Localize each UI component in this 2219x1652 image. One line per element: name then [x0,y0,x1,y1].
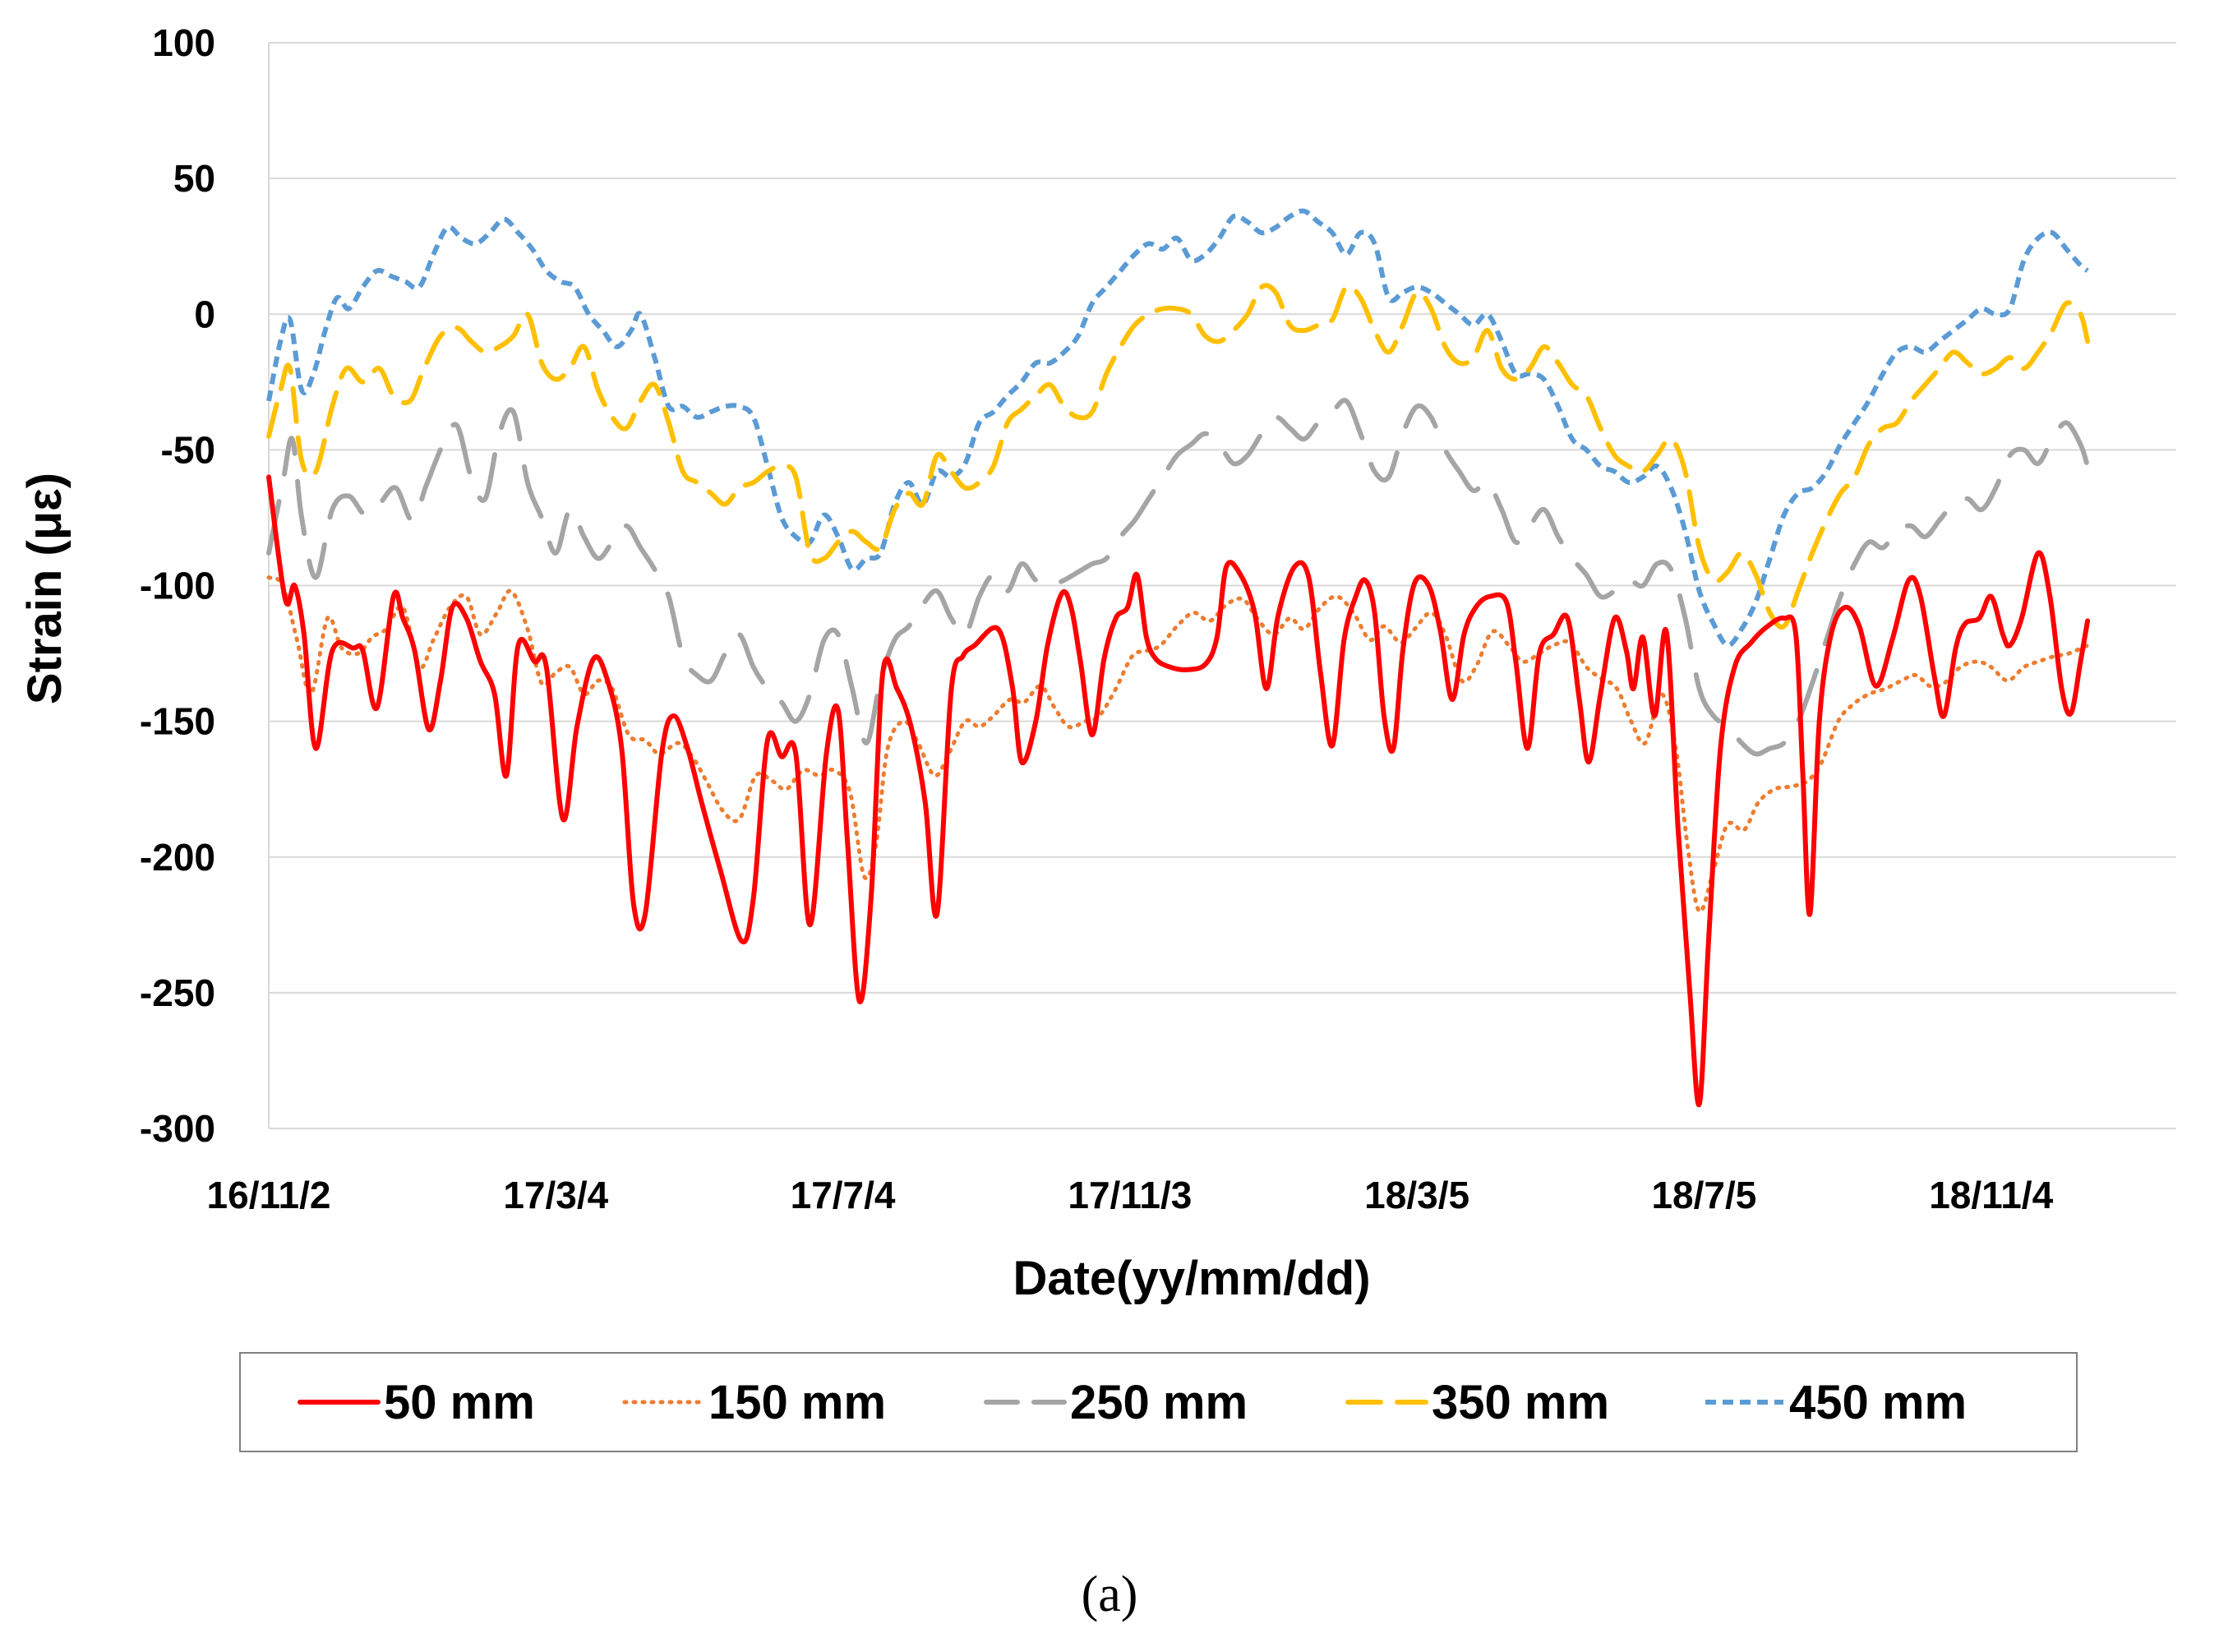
x-tick-label: 17/11/3 [1068,1174,1192,1216]
y-tick-label: -300 [140,1107,215,1150]
x-tick-label: 17/3/4 [503,1174,608,1216]
y-tick-label: 100 [152,21,215,64]
legend-label: 150 mm [708,1376,886,1429]
x-tick-label: 18/7/5 [1651,1174,1756,1216]
legend-label: 50 mm [384,1376,535,1429]
figure-caption: (a) [1081,1567,1138,1622]
legend: 50 mm 150 mm 250 mm 350 mm 450 mm [239,1352,2078,1452]
y-tick-label: -150 [140,700,215,743]
x-tick-label: 17/7/4 [791,1174,896,1216]
gridlines [269,42,2176,994]
x-tick-label: 18/11/4 [1929,1174,2053,1216]
y-tick-label: -250 [140,971,215,1014]
legend-box [239,1352,2078,1452]
series-line-150-mm [266,575,2090,914]
x-axis-ticks: 16/11/2 17/3/4 17/7/4 17/11/3 18/3/5 18/7/5 18… [207,1174,2054,1216]
y-axis-label: Strain (με) [18,473,72,704]
legend-label: 450 mm [1789,1376,1967,1429]
y-tick-label: -200 [140,836,215,879]
series-line-450-mm [266,208,2089,648]
data-series [266,208,2091,1108]
y-tick-label: 50 [173,157,215,200]
y-tick-label: 0 [194,293,215,335]
y-tick-label: -50 [161,428,215,471]
y-axis-ticks: 100 50 0 -50 -100 -150 -200 -250 -300 [140,21,215,1150]
x-axis-label: Date(yy/mm/dd) [1013,1252,1370,1305]
x-tick-label: 18/3/5 [1364,1174,1469,1216]
series-line-50-mm [266,474,2091,1108]
legend-label: 250 mm [1070,1376,1248,1429]
series-line-250-mm [266,398,2091,757]
axes [268,43,2176,1129]
y-tick-label: -100 [140,565,215,607]
legend-label: 350 mm [1432,1376,1609,1429]
x-tick-label: 16/11/2 [207,1174,331,1216]
